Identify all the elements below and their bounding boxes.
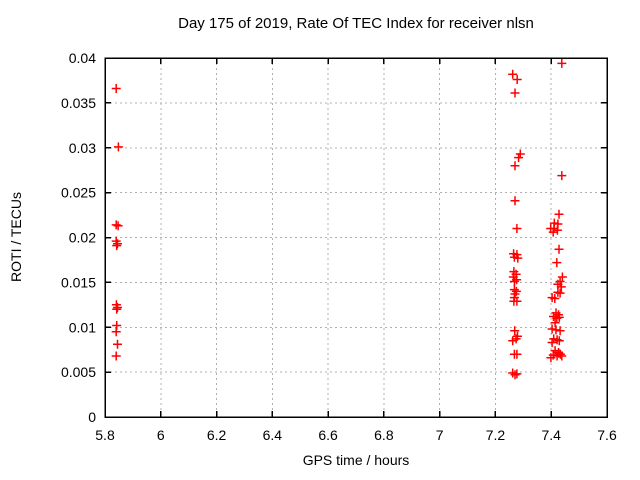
data-point-marker — [550, 294, 560, 303]
x-tick-label: 6 — [157, 427, 165, 443]
data-point-marker — [546, 353, 556, 363]
data-point-marker — [509, 277, 519, 286]
data-point-marker — [508, 336, 518, 346]
data-point-marker — [510, 326, 520, 336]
data-point-marker — [550, 318, 560, 328]
data-point-marker — [514, 153, 524, 163]
y-tick-label: 0.005 — [61, 364, 96, 380]
data-point-marker — [508, 69, 518, 79]
data-point-marker — [510, 196, 520, 206]
data-point-marker — [512, 224, 522, 233]
data-point-marker — [111, 220, 121, 230]
data-point-marker — [552, 313, 562, 323]
x-tick-label: 6.8 — [374, 427, 394, 443]
data-point-marker — [551, 325, 561, 335]
data-point-marker — [553, 287, 563, 297]
chart-title: Day 175 of 2019, Rate Of TEC Index for r… — [178, 15, 534, 32]
data-point-marker — [512, 369, 522, 379]
data-point-marker — [111, 351, 121, 361]
data-point-marker — [557, 272, 567, 282]
y-tick-label: 0.01 — [69, 319, 96, 335]
data-point-marker — [112, 241, 122, 251]
data-point-marker — [512, 296, 522, 306]
data-point-marker — [552, 258, 562, 268]
x-tick-label: 7.6 — [597, 427, 617, 443]
data-point-marker — [554, 209, 564, 219]
data-point-marker — [113, 339, 122, 349]
data-point-marker — [547, 338, 557, 347]
plot-border — [104, 57, 608, 418]
data-point-marker — [113, 142, 123, 152]
data-point-marker — [111, 327, 121, 337]
data-point-marker — [510, 370, 520, 380]
data-point-marker — [508, 368, 518, 378]
data-point-marker — [113, 303, 122, 312]
data-point-marker — [555, 288, 565, 298]
data-point-marker — [557, 58, 567, 68]
data-point-marker — [548, 227, 558, 237]
data-point-marker — [557, 351, 567, 361]
x-tick-label: 6.2 — [207, 427, 227, 443]
data-point-marker — [112, 304, 122, 314]
x-tick-label: 7.4 — [541, 427, 561, 443]
y-tick-label: 0 — [88, 409, 96, 425]
data-point-marker — [547, 324, 557, 334]
data-point-marker — [512, 275, 522, 285]
y-tick-label: 0.02 — [69, 230, 96, 246]
data-point-marker — [111, 84, 121, 93]
data-point-marker — [113, 221, 123, 231]
y-tick-label: 0.035 — [61, 95, 96, 111]
data-point-marker — [557, 171, 567, 181]
y-tick-label: 0.025 — [61, 185, 96, 201]
data-point-marker — [552, 225, 562, 235]
x-tick-label: 7 — [436, 427, 444, 443]
y-tick-label: 0.04 — [69, 50, 96, 66]
x-tick-label: 7.2 — [486, 427, 506, 443]
data-point-marker — [113, 239, 122, 249]
data-point-marker — [512, 75, 522, 84]
data-point-marker — [554, 336, 564, 346]
data-point-marker — [552, 335, 562, 345]
x-tick-label: 6.6 — [318, 427, 338, 443]
y-tick-label: 0.03 — [69, 140, 96, 156]
data-point-marker — [554, 244, 564, 254]
data-point-marker — [513, 253, 523, 263]
x-axis-label: GPS time / hours — [302, 452, 410, 468]
data-point-marker — [512, 349, 522, 359]
data-point-marker — [555, 326, 565, 336]
y-tick-label: 0.015 — [61, 274, 96, 290]
data-point-marker — [510, 161, 520, 171]
x-tick-label: 6.4 — [263, 427, 283, 443]
data-point-marker — [510, 88, 520, 98]
data-point-marker — [556, 282, 566, 292]
x-tick-label: 5.8 — [95, 427, 115, 443]
